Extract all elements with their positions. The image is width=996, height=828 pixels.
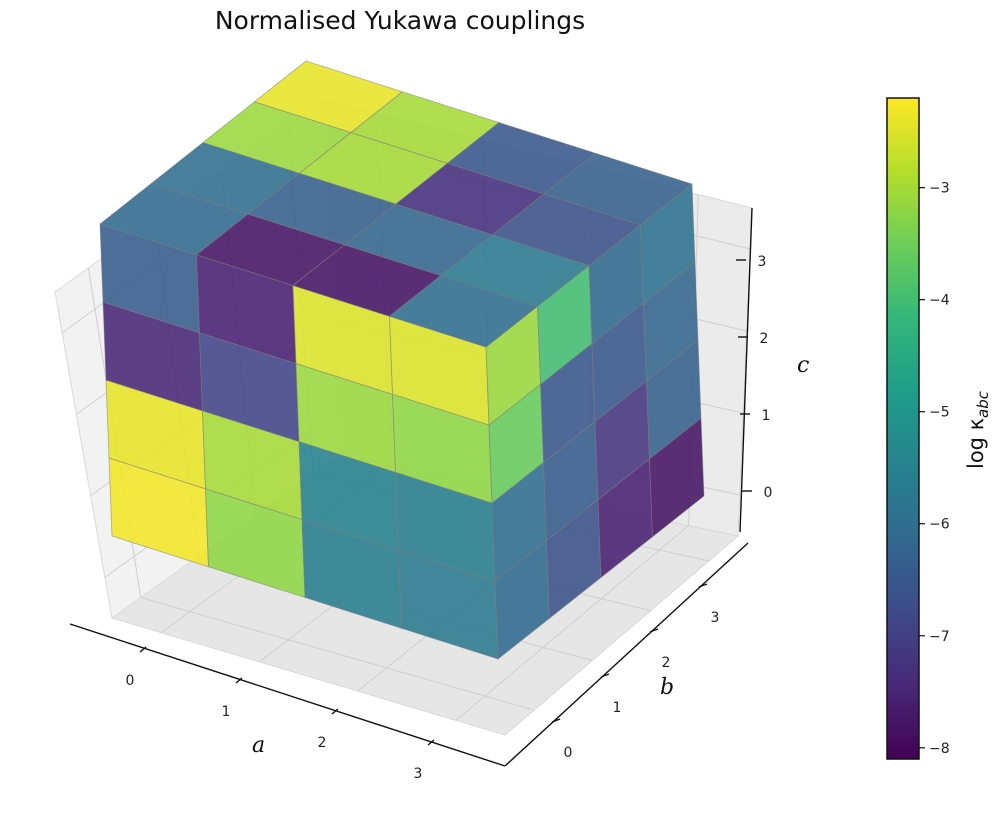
x-axis-tick xyxy=(331,708,339,715)
y-axis-tick xyxy=(698,583,708,588)
y-axis-tick xyxy=(649,628,659,633)
x-axis-tick-label: 1 xyxy=(222,704,231,720)
voxel-cubes xyxy=(99,60,705,660)
grid-line xyxy=(455,525,689,721)
colorbar-tick-label: −8 xyxy=(929,741,950,757)
x-axis-tick xyxy=(139,646,147,653)
x-axis-tick-label: 3 xyxy=(414,766,423,782)
y-axis-label: b xyxy=(660,675,674,700)
y-axis-tick-label: 3 xyxy=(711,610,720,626)
colorbar-ticks: −3 −4 −5 −6 −7 −8 xyxy=(919,181,950,757)
y-axis-tick xyxy=(600,673,610,678)
y-axis-line xyxy=(504,542,749,767)
z-axis-label: c xyxy=(797,353,809,378)
colorbar-label: log κabc xyxy=(964,390,992,469)
colorbar-tick-label: −5 xyxy=(929,405,950,421)
colorbar-tick-label: −3 xyxy=(929,181,950,197)
colorbar-tick-label: −7 xyxy=(929,629,950,645)
y-axis-tick-label: 2 xyxy=(662,655,671,671)
z-axis-tick-label: 3 xyxy=(758,254,767,270)
z-axis-line xyxy=(739,207,753,533)
colorbar-gradient xyxy=(886,97,920,760)
y-axis-tick-label: 0 xyxy=(564,745,573,761)
chart-title: Normalised Yukawa couplings xyxy=(214,6,586,35)
z-axis-tick-label: 0 xyxy=(764,485,773,501)
x-axis-tick-label: 0 xyxy=(126,673,135,689)
colorbar: −3 −4 −5 −6 −7 −8 log κabc xyxy=(886,97,992,760)
colorbar-tick-label: −4 xyxy=(929,293,950,309)
y-axis-tick xyxy=(551,718,561,723)
z-axis-tick-label: 2 xyxy=(760,331,769,347)
y-axis-tick-label: 1 xyxy=(613,700,622,716)
x-axis-label: a xyxy=(252,733,265,758)
grid-line xyxy=(140,597,535,711)
x-axis-tick xyxy=(427,739,435,746)
x-axis-tick xyxy=(235,677,243,684)
voxel-top-a3-b3 xyxy=(543,152,693,226)
z-axis-tick-label: 1 xyxy=(762,408,771,424)
x-axis-tick-label: 2 xyxy=(318,735,327,751)
colorbar-tick-label: −6 xyxy=(929,517,950,533)
x-axis-line xyxy=(69,623,506,767)
axes: 0 1 2 3 0 1 2 3 0 1 2 3 xyxy=(69,207,773,782)
